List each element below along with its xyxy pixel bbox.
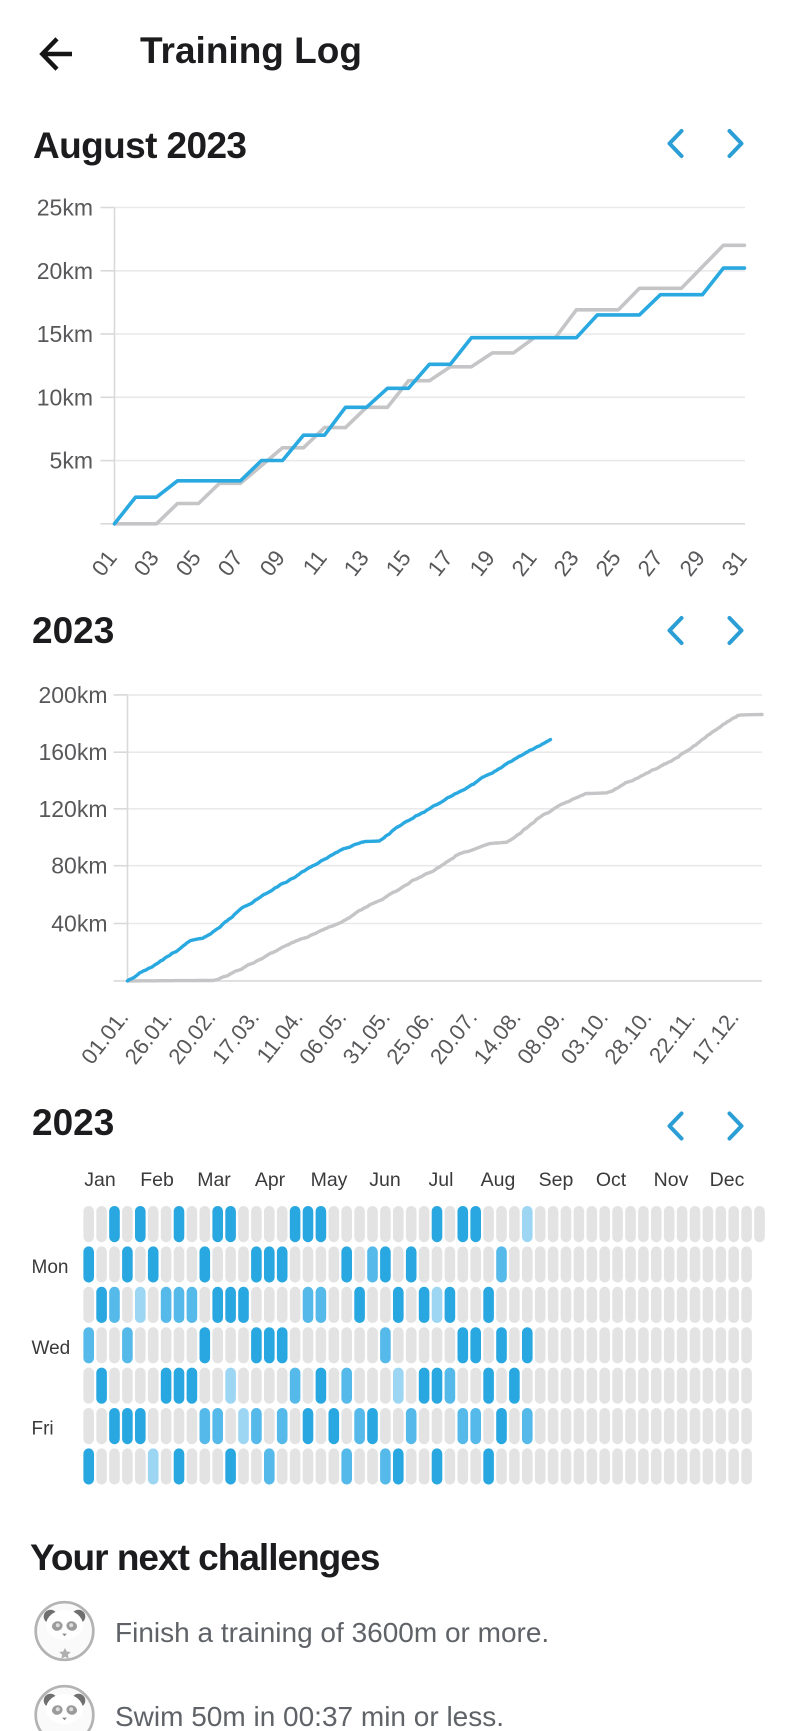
svg-text:17.12.: 17.12. — [686, 1005, 743, 1069]
svg-text:08.09.: 08.09. — [512, 1005, 569, 1069]
svg-text:25: 25 — [591, 546, 626, 581]
svg-text:Wed: Wed — [32, 1338, 71, 1359]
svg-text:01: 01 — [87, 546, 122, 581]
svg-text:07: 07 — [213, 546, 248, 581]
svg-text:Nov: Nov — [654, 1169, 689, 1191]
svg-text:06.05.: 06.05. — [294, 1005, 351, 1069]
svg-text:19: 19 — [465, 546, 500, 581]
svg-text:Mar: Mar — [197, 1169, 231, 1191]
svg-text:10km: 10km — [37, 384, 93, 410]
svg-text:31: 31 — [717, 546, 752, 581]
svg-text:27: 27 — [633, 546, 668, 581]
svg-text:Dec: Dec — [710, 1169, 745, 1191]
svg-text:31.05.: 31.05. — [338, 1005, 395, 1069]
svg-text:05: 05 — [171, 546, 206, 581]
svg-text:20.02.: 20.02. — [163, 1005, 220, 1069]
svg-text:200km: 200km — [38, 682, 107, 708]
svg-text:Jun: Jun — [369, 1169, 400, 1191]
svg-text:13: 13 — [339, 546, 374, 581]
svg-text:80km: 80km — [51, 853, 107, 879]
svg-text:Apr: Apr — [255, 1169, 286, 1191]
svg-text:160km: 160km — [38, 739, 107, 765]
svg-text:Fri: Fri — [32, 1419, 54, 1440]
svg-text:120km: 120km — [38, 796, 107, 822]
svg-text:20km: 20km — [37, 258, 93, 284]
svg-text:5km: 5km — [50, 448, 93, 474]
svg-text:03: 03 — [129, 546, 164, 581]
svg-text:26.01.: 26.01. — [120, 1005, 177, 1069]
svg-text:Sep: Sep — [539, 1169, 574, 1191]
svg-text:17.03.: 17.03. — [207, 1005, 264, 1069]
svg-text:40km: 40km — [51, 911, 107, 937]
svg-text:25.06.: 25.06. — [381, 1005, 438, 1069]
svg-text:21: 21 — [507, 546, 542, 581]
svg-text:25km: 25km — [37, 195, 93, 221]
svg-text:Feb: Feb — [140, 1169, 174, 1191]
svg-text:14.08.: 14.08. — [468, 1005, 525, 1069]
svg-text:Aug: Aug — [481, 1169, 516, 1191]
svg-text:09: 09 — [255, 546, 290, 581]
svg-text:Oct: Oct — [596, 1169, 627, 1191]
svg-text:23: 23 — [549, 546, 584, 581]
svg-text:03.10.: 03.10. — [556, 1005, 613, 1069]
svg-text:01.01.: 01.01. — [76, 1005, 133, 1069]
svg-text:17: 17 — [423, 546, 458, 581]
svg-text:28.10.: 28.10. — [599, 1005, 656, 1069]
svg-text:29: 29 — [675, 546, 710, 581]
svg-text:May: May — [311, 1169, 348, 1191]
svg-text:11: 11 — [298, 546, 332, 580]
svg-text:Jul: Jul — [429, 1169, 454, 1191]
svg-text:Jan: Jan — [84, 1169, 115, 1191]
svg-text:15km: 15km — [37, 321, 93, 347]
svg-text:Mon: Mon — [32, 1257, 69, 1278]
svg-text:15: 15 — [381, 546, 416, 581]
svg-text:20.07.: 20.07. — [425, 1005, 482, 1069]
